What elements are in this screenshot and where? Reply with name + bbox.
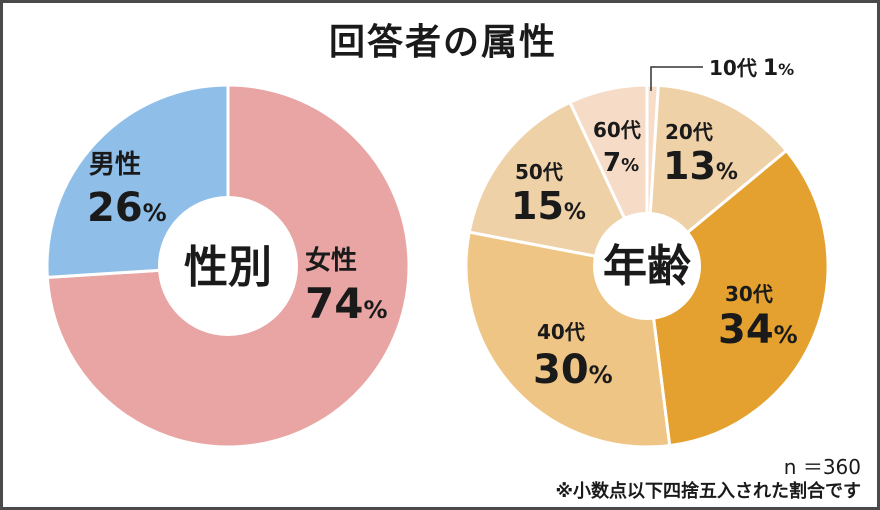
slice-label-50s: 50代 xyxy=(515,160,563,184)
percent-sign: % xyxy=(778,60,794,79)
slice-label-40s: 40代 xyxy=(537,320,585,344)
slice-pct-value-male: 26 xyxy=(87,185,143,231)
slice-pct-30s: 34% xyxy=(718,307,798,353)
slice-pct-20s: 13% xyxy=(663,144,738,188)
sample-size-note: n ＝360 xyxy=(783,455,861,479)
slice-label-male: 男性 xyxy=(89,150,141,180)
slice-pct-value-10s: 1 xyxy=(763,56,778,81)
age-donut: 年齢 10代 1% 20代 13% 30代 34% 40代 30% 50代 xyxy=(464,56,830,449)
slice-label-60s: 60代 xyxy=(593,118,641,142)
slice-pct-value-20s: 13 xyxy=(663,144,716,188)
slice-pct-value-50s: 15 xyxy=(511,184,564,228)
slice-label-20s: 20代 xyxy=(665,120,713,144)
percent-sign: % xyxy=(143,199,167,227)
slice-pct-60s: 7% xyxy=(603,148,639,178)
percent-sign: % xyxy=(621,155,639,176)
slice-pct-male: 26% xyxy=(87,185,167,231)
age-slice-age_30 xyxy=(645,148,830,448)
age-donut-hole xyxy=(593,212,701,320)
percent-sign: % xyxy=(716,160,738,185)
gender-center-label: 性別 xyxy=(184,242,272,293)
leader-line-10s xyxy=(650,66,703,91)
gender-donut-hole xyxy=(158,196,298,336)
chart-title: 回答者の属性 xyxy=(328,22,557,63)
charts-canvas: 性別 女性 74% 男性 26% 年齢 10代 1% 20代 xyxy=(45,56,830,449)
slice-label-10s: 10代 1% xyxy=(709,56,794,81)
slice-pct-value-30s: 34 xyxy=(718,307,774,353)
slice-pct-value-40s: 30 xyxy=(533,347,589,393)
slice-pct-40s: 30% xyxy=(533,347,613,393)
age-slice-age_50 xyxy=(467,100,650,269)
slice-label-female: 女性 xyxy=(305,245,357,276)
slice-pct-female: 74% xyxy=(305,279,388,328)
percent-sign: % xyxy=(589,361,613,389)
gender-donut: 性別 女性 74% 男性 26% xyxy=(45,83,411,449)
age-center-label: 年齢 xyxy=(603,241,691,292)
percent-sign: % xyxy=(363,296,387,324)
slice-pct-value-female: 74 xyxy=(305,279,363,328)
rounding-note: ※小数点以下四捨五入された割合です xyxy=(555,481,862,502)
slice-pct-50s: 15% xyxy=(511,184,586,228)
slice-pct-value-60s: 7 xyxy=(603,148,621,178)
slice-label-10s-text: 10代 xyxy=(709,56,757,80)
slice-label-30s: 30代 xyxy=(725,282,773,306)
percent-sign: % xyxy=(564,200,586,225)
percent-sign: % xyxy=(774,321,798,349)
age-slice-age_20 xyxy=(645,83,789,270)
